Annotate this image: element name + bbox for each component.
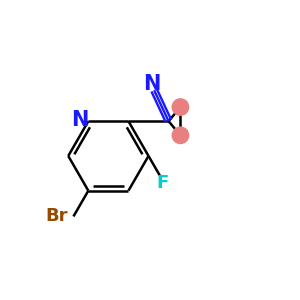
Text: F: F: [157, 174, 169, 192]
Circle shape: [172, 98, 189, 116]
Text: N: N: [71, 110, 89, 130]
Circle shape: [172, 126, 189, 144]
Text: Br: Br: [46, 207, 68, 225]
Text: N: N: [143, 74, 160, 94]
